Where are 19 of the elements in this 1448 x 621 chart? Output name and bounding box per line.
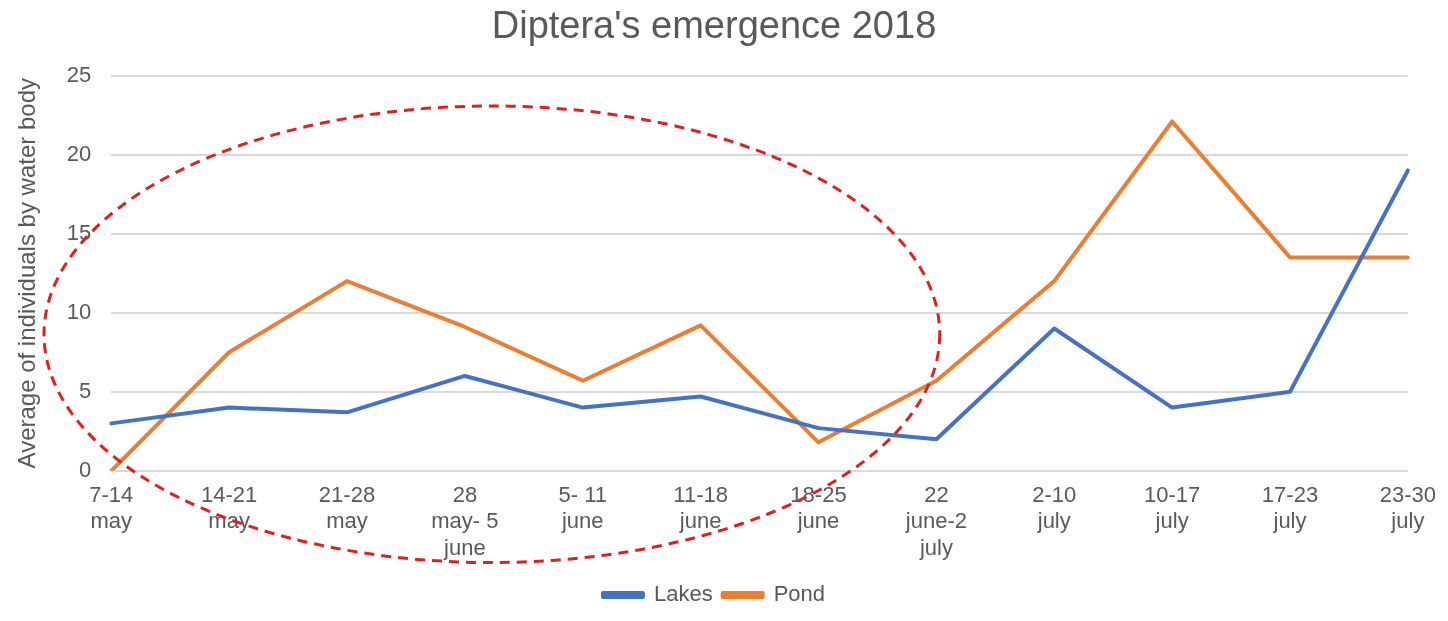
x-tick-label: 5- 11 june (558, 482, 608, 534)
y-tick-label: 5 (79, 377, 92, 403)
x-tick-label: 7-14 may (89, 482, 134, 534)
x-tick-label: 22 june-2 july (904, 482, 967, 560)
x-tick-label: 17-23 july (1261, 482, 1319, 534)
y-tick-label: 0 (79, 456, 92, 482)
x-tick-label: 28 may- 5 june (431, 482, 499, 560)
y-axis-title: Average of individuals by water body (13, 77, 41, 469)
x-tick-label: 11-18 june (673, 482, 728, 534)
x-tick-label: 23-30 july (1379, 482, 1437, 534)
legend-label: Pond (773, 581, 826, 607)
x-tick-label: 10-17 july (1143, 482, 1201, 534)
y-tick-label: 20 (66, 140, 92, 166)
x-tick-label: 2-10 july (1032, 482, 1077, 534)
x-tick-label: 21-28 may (318, 482, 376, 534)
y-tick-label: 25 (66, 61, 92, 87)
chart-title: Diptera's emergence 2018 (491, 4, 937, 47)
legend-label: Lakes (653, 581, 713, 607)
y-tick-label: 10 (66, 298, 92, 324)
